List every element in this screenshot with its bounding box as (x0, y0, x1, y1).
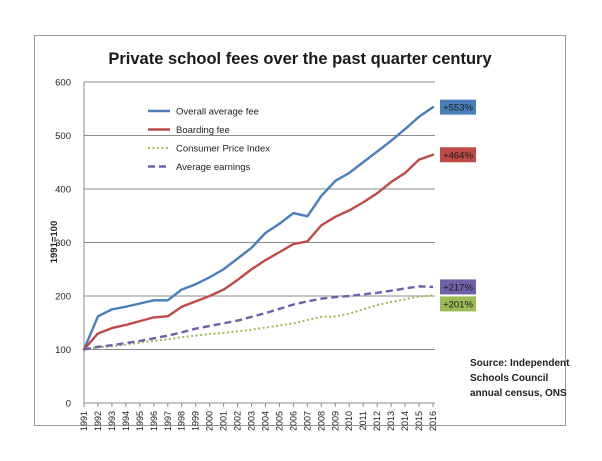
end-value-box (440, 296, 476, 312)
legend-label: Average earnings (176, 162, 251, 173)
x-tick-label: 2012 (372, 411, 382, 431)
source-line: Source: Independent (470, 358, 570, 369)
source-line: Schools Council (470, 373, 549, 384)
x-tick-label: 2000 (205, 411, 215, 431)
series-line (82, 105, 435, 351)
legend-label: Overall average fee (176, 107, 259, 118)
x-tick-label: 1994 (121, 411, 131, 431)
x-tick-label: 2005 (274, 411, 284, 431)
x-tick-label: 1995 (135, 411, 145, 431)
y-tick-label: 300 (55, 238, 71, 249)
y-tick-label: 200 (55, 292, 71, 303)
source-line: annual census, ONS (470, 388, 567, 399)
end-value-box (440, 147, 476, 163)
x-tick-label: 2009 (330, 411, 340, 431)
y-axis-label: 1991=100 (49, 220, 60, 264)
x-tick-label: 2006 (288, 411, 298, 431)
x-tick-label: 1999 (191, 411, 201, 431)
x-tick-label: 2008 (316, 411, 326, 431)
y-tick-label: 500 (55, 131, 71, 142)
series-line (83, 294, 434, 351)
x-tick-label: 2004 (260, 411, 270, 431)
end-value-label: +217% (443, 282, 473, 293)
series-line (82, 153, 435, 351)
end-value-label: +201% (443, 299, 473, 310)
x-tick-label: 1992 (93, 411, 103, 431)
chart-title: Private school fees over the past quarte… (108, 50, 492, 68)
x-tick-label: 2007 (302, 411, 312, 431)
x-tick-label: 2016 (428, 411, 438, 431)
x-tick-label: 2011 (358, 411, 368, 430)
x-tick-label: 2015 (414, 411, 424, 431)
x-tick-label: 2002 (233, 411, 243, 431)
x-tick-label: 2010 (344, 411, 354, 431)
end-value-label: +553% (443, 103, 473, 114)
legend-label: Consumer Price Index (176, 144, 270, 155)
y-tick-label: 0 (66, 399, 71, 410)
series-line (83, 285, 434, 351)
end-value-label: +464% (443, 150, 473, 161)
y-tick-label: 400 (55, 185, 71, 196)
end-value-box (440, 99, 476, 115)
x-tick-label: 2013 (386, 411, 396, 431)
x-tick-label: 2014 (400, 411, 410, 431)
x-tick-label: 1996 (149, 411, 159, 431)
source-note: Source: Independent Schools Council annu… (470, 356, 585, 401)
x-tick-label: 1993 (107, 411, 117, 431)
y-tick-label: 100 (55, 345, 71, 356)
x-tick-label: 1998 (177, 411, 187, 431)
x-tick-label: 1991 (79, 411, 89, 431)
chart-frame: Private school fees over the past quarte… (34, 35, 566, 426)
legend-label: Boarding fee (176, 125, 230, 136)
x-tick-label: 1997 (163, 411, 173, 431)
x-tick-label: 2003 (247, 411, 257, 431)
end-value-box (440, 279, 476, 295)
y-tick-label: 600 (55, 78, 71, 89)
x-tick-label: 2001 (219, 411, 229, 431)
